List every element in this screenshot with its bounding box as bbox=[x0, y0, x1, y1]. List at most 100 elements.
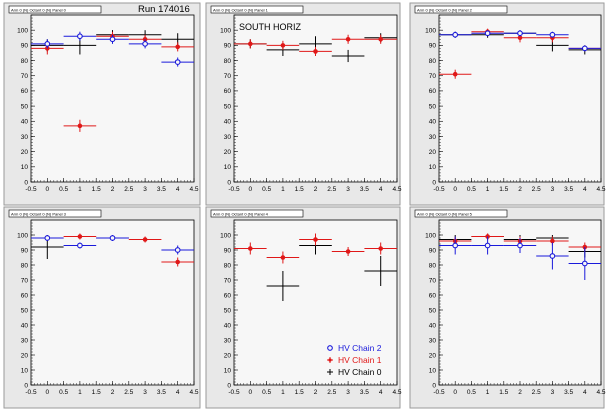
x-tick-label: 0 bbox=[248, 186, 252, 193]
y-tick-label: 30 bbox=[21, 134, 29, 141]
y-tick-label: 80 bbox=[21, 262, 29, 269]
data-point-chain2 bbox=[174, 247, 181, 253]
x-tick-label: 0 bbox=[453, 186, 457, 193]
data-point-chain1 bbox=[280, 43, 286, 48]
y-tick-label: 0 bbox=[432, 179, 436, 186]
data-point-chain2 bbox=[109, 36, 116, 43]
y-tick-label: 80 bbox=[21, 58, 29, 65]
x-tick-label: 4 bbox=[176, 186, 180, 193]
y-tick-label: 60 bbox=[429, 88, 437, 95]
y-tick-label: 0 bbox=[24, 382, 28, 389]
x-tick-label: 2 bbox=[518, 186, 522, 193]
y-tick-label: 40 bbox=[224, 119, 232, 126]
y-tick-label: 10 bbox=[224, 164, 232, 171]
data-point-chain1 bbox=[550, 238, 555, 244]
y-tick-label: 40 bbox=[224, 322, 232, 329]
data-point-chain1 bbox=[175, 259, 180, 265]
y-tick-label: 100 bbox=[17, 27, 28, 34]
x-tick-label: 4.5 bbox=[392, 186, 401, 193]
y-tick-label: 90 bbox=[429, 247, 437, 254]
data-point-chain1 bbox=[345, 36, 351, 42]
y-tick-label: 30 bbox=[429, 337, 437, 344]
x-tick-label: 2.5 bbox=[124, 186, 133, 193]
data-point-chain2 bbox=[484, 30, 491, 37]
y-tick-label: 60 bbox=[21, 88, 29, 95]
y-tick-label: 50 bbox=[21, 103, 29, 110]
x-tick-label: 4 bbox=[583, 389, 587, 396]
y-tick-label: 90 bbox=[429, 43, 437, 50]
y-tick-label: 60 bbox=[429, 292, 437, 299]
data-point-chain2 bbox=[549, 31, 556, 38]
panel-title: Arm 0 (N) Octant 0 (N) Panel 4 bbox=[213, 211, 269, 216]
y-tick-label: 80 bbox=[224, 58, 232, 65]
chart-panel-5: Arm 0 (N) Octant 0 (N) Panel 4-0.5 0 0.5 1 1… bbox=[205, 206, 402, 409]
data-point-chain2 bbox=[77, 242, 83, 249]
y-tick-label: 90 bbox=[21, 247, 29, 254]
x-tick-label: 2.5 bbox=[327, 186, 336, 193]
x-tick-label: 3 bbox=[346, 389, 350, 396]
x-tick-label: 4.5 bbox=[392, 389, 401, 396]
data-point-chain2 bbox=[549, 253, 556, 259]
x-tick-label: 2.5 bbox=[327, 389, 336, 396]
data-point-chain2 bbox=[581, 260, 588, 267]
y-tick-label: 80 bbox=[429, 262, 437, 269]
x-tick-label: 2.5 bbox=[532, 389, 541, 396]
legend-label-chain1: HV Chain 1 bbox=[338, 355, 382, 365]
y-tick-label: 80 bbox=[224, 262, 232, 269]
panel-title-box bbox=[210, 5, 304, 14]
data-point-chain2 bbox=[142, 40, 148, 47]
y-tick-label: 100 bbox=[425, 27, 436, 34]
x-tick-label: 4.5 bbox=[596, 389, 605, 396]
y-tick-label: 40 bbox=[429, 322, 437, 329]
data-point-chain2 bbox=[484, 242, 491, 249]
y-tick-label: 10 bbox=[429, 367, 437, 374]
y-tick-label: 70 bbox=[21, 277, 29, 284]
y-tick-label: 70 bbox=[224, 73, 232, 80]
y-tick-label: 20 bbox=[224, 149, 232, 156]
x-tick-label: 3.5 bbox=[360, 389, 369, 396]
plot-area bbox=[30, 219, 195, 386]
chart-panel-3: Arm 0 (N) Octant 0 (N) Panel 2-0.5 0 0.5 1 1… bbox=[409, 2, 606, 206]
x-tick-label: 0.5 bbox=[262, 186, 271, 193]
data-point-chain1 bbox=[142, 237, 148, 242]
data-point-chain2 bbox=[517, 242, 523, 249]
y-tick-label: 70 bbox=[21, 73, 29, 80]
x-tick-label: 1.5 bbox=[295, 186, 304, 193]
x-tick-label: -0.5 bbox=[25, 186, 37, 193]
x-tick-label: 2 bbox=[111, 186, 115, 193]
panel-title-box bbox=[210, 209, 304, 218]
x-tick-label: 3 bbox=[143, 389, 147, 396]
x-tick-label: 3.5 bbox=[157, 389, 166, 396]
data-point-chain2 bbox=[517, 30, 523, 37]
y-tick-label: 50 bbox=[429, 103, 437, 110]
chart-panel-6: Arm 0 (N) Octant 0 (N) Panel 5-0.5 0 0.5 1 1… bbox=[409, 206, 606, 409]
y-tick-label: 50 bbox=[224, 103, 232, 110]
x-tick-label: 1.5 bbox=[295, 389, 304, 396]
panel-title: Arm 0 (N) Octant 0 (N) Panel 3 bbox=[11, 211, 67, 216]
data-point-chain1 bbox=[77, 234, 83, 239]
data-point-chain1 bbox=[175, 44, 180, 50]
x-tick-label: 0.5 bbox=[59, 186, 68, 193]
data-point-chain2 bbox=[452, 31, 459, 38]
y-tick-label: 100 bbox=[17, 232, 28, 239]
x-tick-label: 1 bbox=[78, 389, 82, 396]
data-point-chain1 bbox=[313, 49, 318, 54]
y-tick-label: 50 bbox=[429, 307, 437, 314]
x-tick-label: 1.5 bbox=[92, 186, 101, 193]
x-tick-label: 0.5 bbox=[262, 389, 271, 396]
x-tick-label: 2 bbox=[518, 389, 522, 396]
y-tick-label: 90 bbox=[21, 43, 29, 50]
data-point-chain1 bbox=[517, 35, 523, 41]
x-tick-label: 2 bbox=[314, 186, 318, 193]
x-tick-label: 1.5 bbox=[499, 389, 508, 396]
data-point-chain2 bbox=[77, 33, 83, 40]
x-tick-label: 0 bbox=[45, 389, 49, 396]
x-tick-label: 3.5 bbox=[564, 186, 573, 193]
data-point-chain1 bbox=[77, 123, 83, 129]
y-tick-label: 20 bbox=[429, 352, 437, 359]
panel-title: Arm 0 (N) Octant 0 (N) Panel 2 bbox=[417, 7, 473, 12]
x-tick-label: 0.5 bbox=[467, 186, 476, 193]
panel-title-box bbox=[414, 209, 508, 218]
data-point-chain1 bbox=[378, 246, 384, 251]
